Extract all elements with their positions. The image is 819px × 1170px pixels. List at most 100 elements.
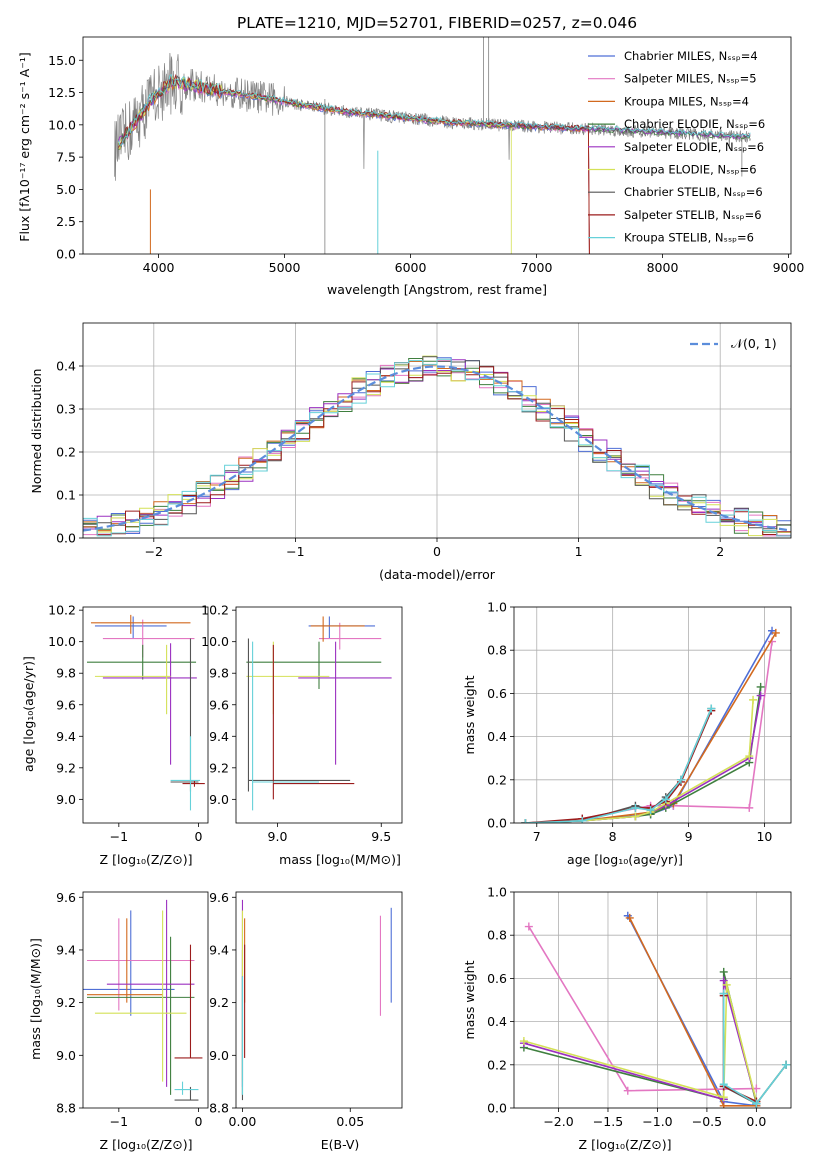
weight-point-marker [676, 775, 685, 784]
spectrum-xtick-label: 8000 [647, 260, 679, 275]
age-vs-mass-xtick-label: 9.0 [268, 829, 288, 844]
mass-ebv-xlabel: E(B-V) [321, 1137, 360, 1152]
weight-vs-age-ytick-label: 0.0 [487, 816, 507, 831]
spectrum-xtick-label: 4000 [143, 260, 175, 275]
age-vs-mass-ytick-label: 9.2 [209, 760, 229, 775]
weight-age-xlabel: age [log₁₀(age/yr)] [567, 852, 683, 867]
weight-series-line [523, 984, 758, 1102]
weight-point-marker [756, 682, 765, 691]
spectrum-title: PLATE=1210, MJD=52701, FIBERID=0257, z=0… [237, 14, 637, 32]
weight-vs-Z-ytick-label: 0.6 [487, 971, 507, 986]
weight-point-marker [745, 803, 754, 812]
age-vs-mass-ytick-label: 9.6 [209, 697, 229, 712]
weight-series-line [528, 926, 757, 1092]
age-vs-Z-plot-area [86, 614, 205, 811]
residuals-xtick-label: −1 [286, 544, 304, 559]
spectrum-xtick-label: 7000 [521, 260, 553, 275]
age-mass-xlabel: mass [log₁₀(M/M⊙)] [279, 852, 401, 867]
age-z-xlabel: Z [log₁₀(Z/Z⊙)] [100, 852, 193, 867]
legend-label: Salpeter STELIB, Nₛₛₚ=6 [624, 208, 762, 222]
weight-point-marker [521, 819, 530, 823]
weight-vs-Z-ytick-label: 1.0 [487, 885, 507, 900]
weight-point-marker [578, 816, 587, 823]
spectrum-xtick-label: 5000 [269, 260, 301, 275]
weight-point-marker [719, 989, 728, 998]
age-vs-Z-ytick-label: 10.2 [48, 603, 76, 618]
weight-point-marker [719, 1080, 728, 1089]
spectrum-ytick-label: 7.5 [56, 150, 76, 165]
spectrum-ytick-label: 0.0 [56, 247, 76, 262]
age-vs-mass-ytick-label: 10.2 [201, 603, 229, 618]
weight-point-marker [625, 913, 634, 922]
residuals-xtick-label: 2 [716, 544, 724, 559]
weight-point-marker [752, 1099, 761, 1108]
weight-point-marker [756, 691, 765, 700]
weight-point-marker [524, 922, 533, 931]
weight-vs-Z-ytick-label: 0.8 [487, 928, 507, 943]
mass-vs-EBV-frame [235, 891, 403, 1109]
weight-vs-age-ytick-label: 0.4 [487, 729, 507, 744]
residuals-ylabel: Normed distribution [29, 369, 44, 494]
mass-vs-Z-frame [82, 891, 209, 1109]
spectrum-ytick-label: 15.0 [48, 53, 76, 68]
weight-vs-age-xtick-label: 8 [609, 829, 617, 844]
residuals-frame [82, 322, 792, 539]
spectrum-ytick-label: 12.5 [48, 85, 76, 100]
age-vs-mass-xtick-label: 9.5 [371, 829, 391, 844]
residuals-ytick-label: 0.3 [56, 402, 76, 417]
residuals-xlabel: (data-model)/error [379, 567, 496, 582]
mass-z-ylabel: mass [log₁₀(M/M⊙)] [28, 938, 43, 1060]
weight-point-marker [623, 1086, 632, 1095]
mass-vs-EBV-ytick-label: 8.8 [209, 1101, 229, 1116]
weight-series-line [525, 699, 754, 823]
age-vs-Z-ytick-label: 9.6 [56, 697, 76, 712]
histogram-step [83, 358, 791, 537]
weight-vs-age-frame [513, 606, 792, 824]
mass-vs-Z-xtick-label: −1 [110, 1114, 128, 1129]
legend-label: Kroupa ELODIE, Nₛₛₚ=6 [624, 163, 757, 177]
weight-vs-Z-xtick-label: −1.0 [642, 1114, 672, 1129]
mass-vs-Z-ytick-label: 9.2 [56, 995, 76, 1010]
weight-point-marker [719, 1093, 728, 1102]
age-vs-mass-ytick-label: 9.8 [209, 666, 229, 681]
weight-vs-Z-ytick-label: 0.4 [487, 1014, 507, 1029]
weight-vs-Z-xtick-label: −1.5 [593, 1114, 623, 1129]
weight-vs-Z-xtick-label: 0.0 [746, 1114, 766, 1129]
mass-vs-Z-ytick-label: 9.4 [56, 942, 76, 957]
residuals-xtick-label: −2 [145, 544, 163, 559]
weight-point-marker [782, 1060, 791, 1069]
age-vs-mass-plot-area [246, 616, 392, 811]
residuals-xtick-label: 1 [575, 544, 583, 559]
residuals-xtick-label: 0 [433, 544, 441, 559]
weight-vs-age-ytick-label: 0.6 [487, 686, 507, 701]
mass-vs-EBV-ytick-label: 9.0 [209, 1048, 229, 1063]
normal-reference-curve [83, 365, 791, 532]
legend-label: Kroupa MILES, Nₛₛₚ=4 [624, 94, 749, 108]
legend-label: Chabrier STELIB, Nₛₛₚ=6 [624, 185, 763, 199]
weight-vs-age-ytick-label: 0.2 [487, 772, 507, 787]
age-vs-Z-ytick-label: 10.0 [48, 634, 76, 649]
age-vs-Z-ytick-label: 9.2 [56, 760, 76, 775]
weight-vs-age-xtick-label: 9 [685, 829, 693, 844]
weight-vs-age-grid [514, 606, 791, 824]
weight-vs-Z-plot-area [519, 911, 791, 1108]
spectrum-ytick-label: 10.0 [48, 117, 76, 132]
weight-vs-Z-xtick-label: −0.5 [692, 1114, 722, 1129]
age-vs-Z-ytick-label: 9.8 [56, 666, 76, 681]
age-vs-mass-ytick-label: 10.0 [201, 634, 229, 649]
age-vs-mass-ytick-label: 9.0 [209, 792, 229, 807]
weight-series-line [582, 630, 773, 822]
weight-point-marker [745, 752, 754, 761]
weight-vs-age-ytick-label: 1.0 [487, 600, 507, 615]
spectrum-ytick-label: 5.0 [56, 182, 76, 197]
spectrum-xlabel: wavelength [Angstrom, rest frame] [327, 282, 547, 297]
age-vs-Z-xtick-label: −1 [110, 829, 128, 844]
age-vs-mass-ytick-label: 9.4 [209, 729, 229, 744]
spectrum-legend: Chabrier MILES, Nₛₛₚ=4 Salpeter MILES, Nₛ… [588, 49, 765, 245]
spectrum-model-line [118, 77, 590, 254]
weight-point-marker [631, 803, 640, 812]
spectrum-model-line [117, 73, 590, 254]
weight-point-marker [519, 1037, 528, 1046]
spectrum-plot-area [114, 37, 751, 254]
mass-vs-EBV-ytick-label: 9.6 [209, 890, 229, 905]
